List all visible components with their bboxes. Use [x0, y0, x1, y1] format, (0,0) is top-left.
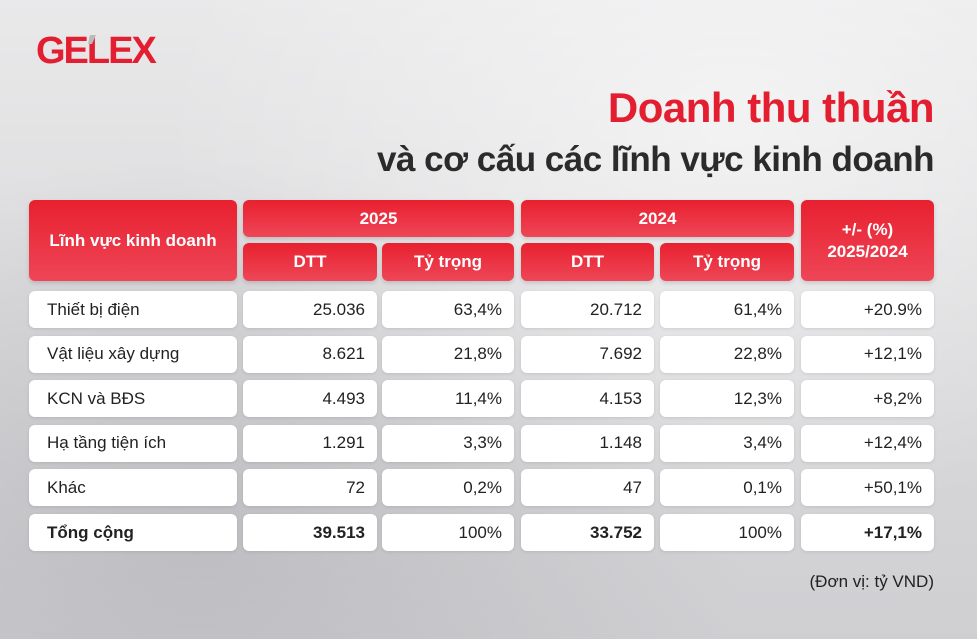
header-change-line2: 2025/2024: [827, 241, 908, 261]
header-change: +/- (%) 2025/2024: [801, 200, 934, 281]
table-cell-dtt2025: 25.036: [243, 291, 377, 328]
page-subtitle: và cơ cấu các lĩnh vực kinh doanh: [377, 140, 934, 179]
table-cell-sector: KCN và BĐS: [29, 380, 237, 418]
table-cell-change: +17,1%: [801, 514, 934, 551]
table-cell-dtt2024: 47: [521, 469, 654, 507]
table-cell-share2024: 12,3%: [660, 380, 794, 418]
table-cell-share2025: 11,4%: [382, 380, 514, 418]
table-cell-sector: Khác: [29, 469, 237, 507]
table-cell-share2024: 3,4%: [660, 424, 794, 462]
table-cell-sector: Vật liệu xây dựng: [29, 335, 237, 373]
table-cell-dtt2024: 1.148: [521, 424, 654, 462]
page-title: Doanh thu thuần: [607, 84, 935, 131]
table-cell-dtt2024: 20.712: [521, 291, 654, 328]
table-cell-share2025: 100%: [382, 514, 514, 551]
table-cell-share2025: 0,2%: [382, 469, 514, 507]
table-cell-share2025: 3,3%: [382, 424, 514, 462]
table-cell-change: +12,1%: [801, 335, 934, 373]
table-cell-sector: Hạ tầng tiện ích: [29, 424, 237, 462]
table-cell-share2024: 0,1%: [660, 469, 794, 507]
table-cell-dtt2024: 33.752: [521, 514, 654, 551]
header-share-2025: Tỷ trọng: [382, 243, 514, 281]
header-share-2024: Tỷ trọng: [660, 243, 794, 281]
table-cell-dtt2024: 4.153: [521, 380, 654, 418]
table-cell-share2024: 22,8%: [660, 335, 794, 373]
header-2025: 2025: [243, 200, 514, 237]
unit-note: (Đơn vị: tỷ VND): [809, 572, 935, 591]
table-cell-dtt2025: 1.291: [243, 424, 377, 462]
table-cell-dtt2024: 7.692: [521, 335, 654, 373]
table-cell-dtt2025: 72: [243, 469, 377, 507]
table-cell-share2024: 61,4%: [660, 291, 794, 328]
table-cell-change: +8,2%: [801, 380, 934, 418]
table-cell-dtt2025: 4.493: [243, 380, 377, 418]
gelex-logo: GELEX: [36, 32, 159, 68]
table-cell-change: +50,1%: [801, 469, 934, 507]
header-2024: 2024: [521, 200, 794, 237]
table-cell-share2025: 21,8%: [382, 335, 514, 373]
header-dtt-2024: DTT: [521, 243, 654, 281]
table-cell-sector: Tổng cộng: [29, 514, 237, 551]
table-cell-share2024: 100%: [660, 514, 794, 551]
svg-text:GELEX: GELEX: [36, 32, 157, 68]
table-cell-dtt2025: 8.621: [243, 335, 377, 373]
header-dtt-2025: DTT: [243, 243, 377, 281]
table-cell-share2025: 63,4%: [382, 291, 514, 328]
table-cell-change: +20.9%: [801, 291, 934, 328]
header-change-line1: +/- (%): [841, 220, 894, 240]
table-cell-change: +12,4%: [801, 424, 934, 462]
header-sector: Lĩnh vực kinh doanh: [29, 200, 237, 281]
table-cell-sector: Thiết bị điện: [29, 291, 237, 328]
table-cell-dtt2025: 39.513: [243, 514, 377, 551]
